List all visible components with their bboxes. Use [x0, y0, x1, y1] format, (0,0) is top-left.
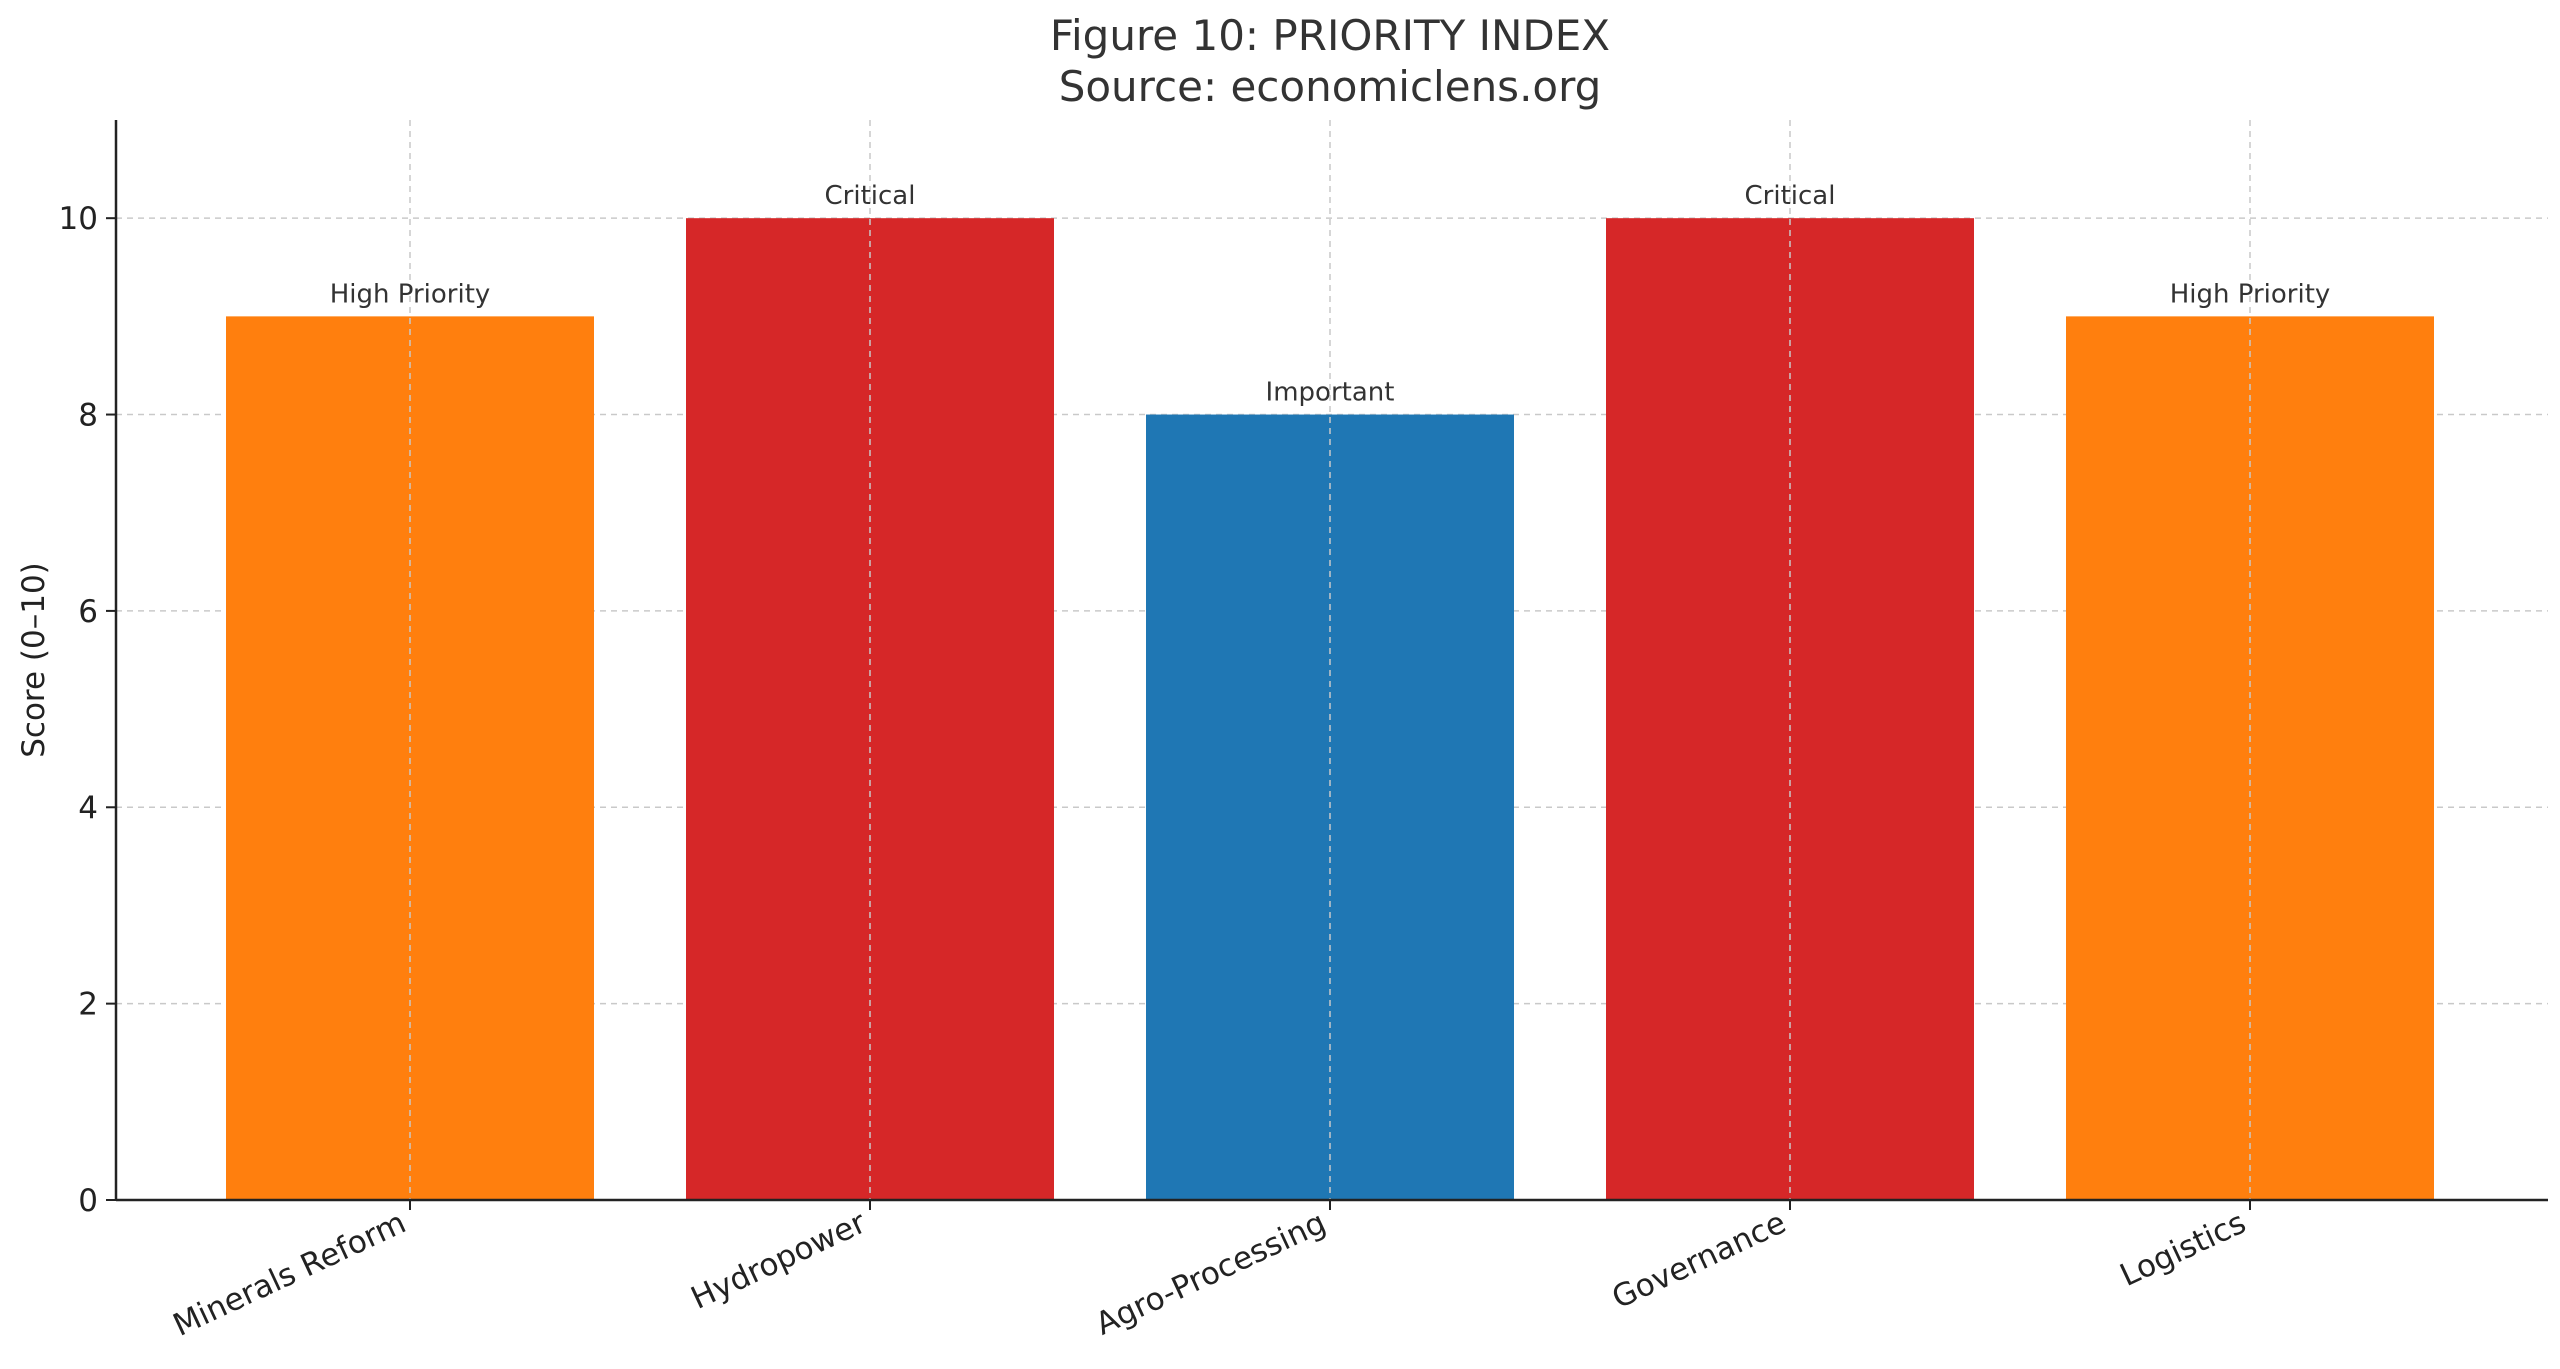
y-tick-label: 0: [78, 1183, 98, 1219]
y-tick-label: 8: [78, 398, 98, 434]
bar-annotation: Critical: [825, 181, 916, 211]
y-tick-label: 2: [78, 987, 98, 1023]
x-tick-label: Logistics: [2115, 1205, 2252, 1294]
bar-annotation: High Priority: [2170, 279, 2331, 309]
bar-annotation: Critical: [1745, 181, 1836, 211]
bar-annotation: Important: [1266, 378, 1395, 408]
bar-annotation: High Priority: [330, 279, 491, 309]
y-tick-label: 10: [59, 201, 98, 237]
y-tick-label: 6: [78, 594, 98, 630]
text-layer: Figure 10: PRIORITY INDEX Source: econom…: [16, 11, 1610, 758]
chart-subtitle: Source: economiclens.org: [1059, 62, 1602, 111]
x-tick-label: Agro-Processing: [1090, 1205, 1331, 1343]
y-axis-label: Score (0–10): [16, 562, 52, 758]
x-tick-label: Governance: [1607, 1205, 1792, 1317]
chart-title: Figure 10: PRIORITY INDEX: [1050, 11, 1610, 60]
x-tick-label: Hydropower: [686, 1205, 872, 1317]
x-tick-label: Minerals Reform: [168, 1205, 412, 1344]
y-tick-label: 4: [78, 790, 98, 826]
